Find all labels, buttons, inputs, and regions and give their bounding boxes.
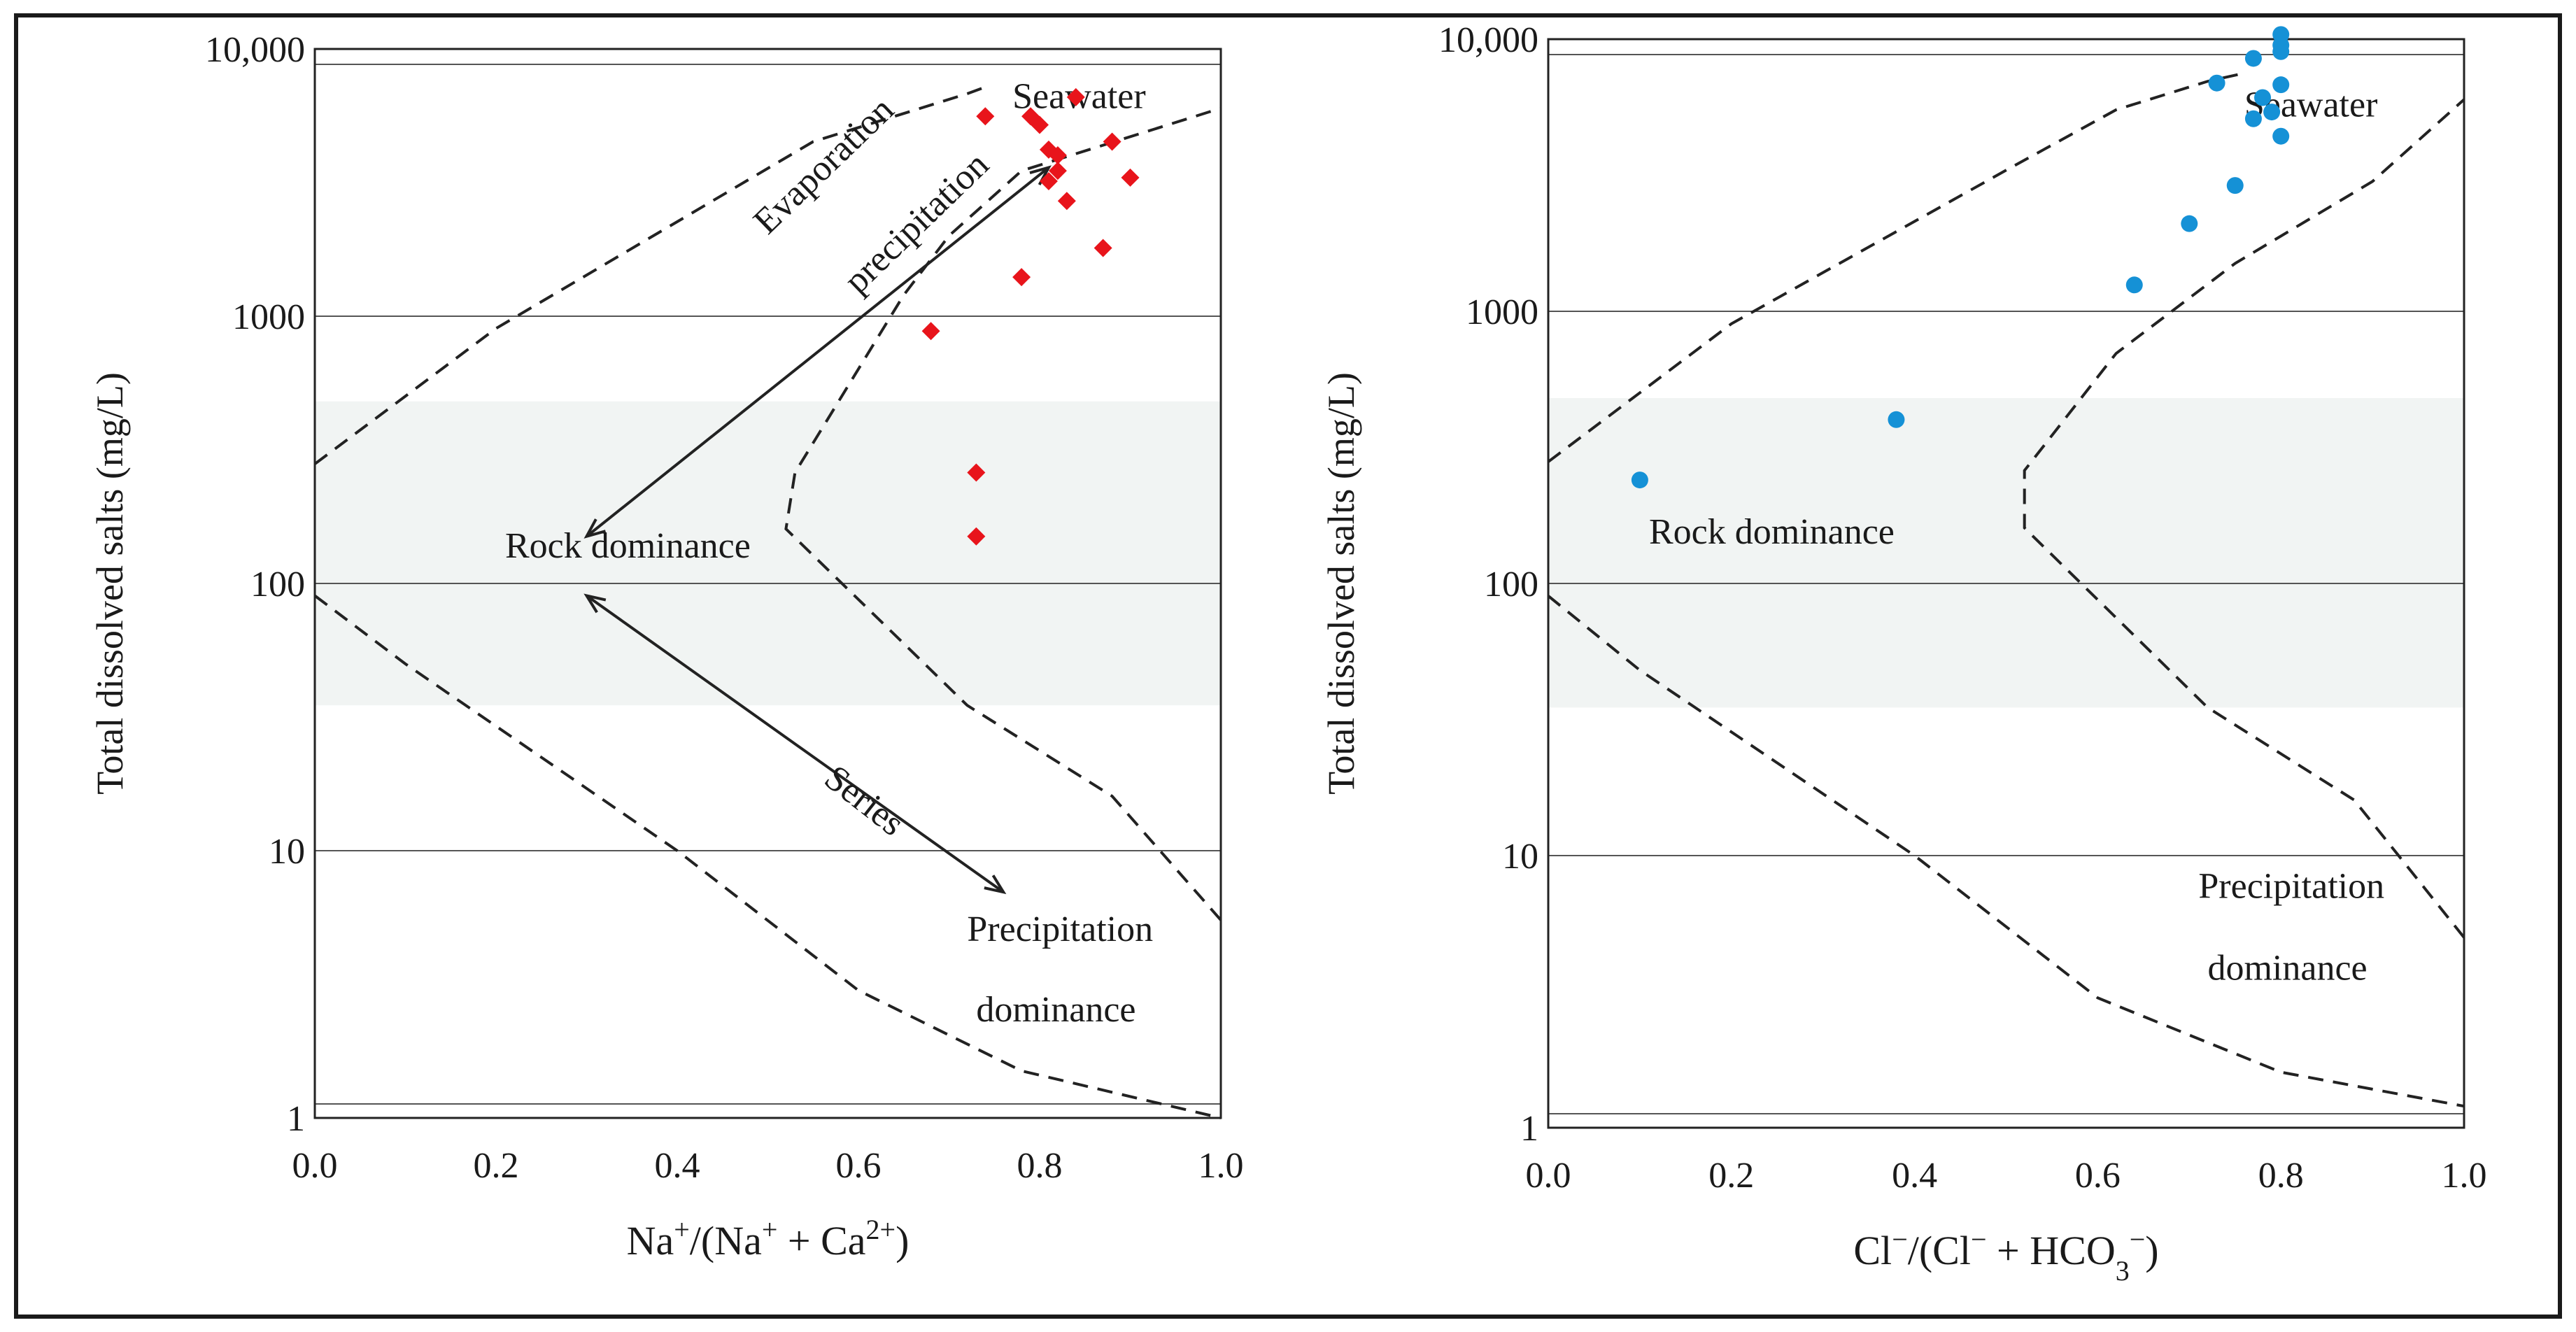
data-point [1031, 115, 1049, 134]
data-point [1012, 268, 1031, 287]
x-axis-label-part: ) [896, 1218, 909, 1263]
x-axis-label-part: + Ca [777, 1218, 865, 1263]
annotation-label: Rock dominance [505, 526, 751, 566]
x-axis-label-part: + [762, 1214, 778, 1245]
data-point [1066, 87, 1085, 106]
x-axis-label-part: − [1971, 1224, 1987, 1255]
x-tick-label: 0.8 [2258, 1156, 2304, 1196]
x-tick-label: 0.2 [474, 1146, 519, 1186]
x-axis-label: Na+/(Na+ + Ca2+) [627, 1214, 910, 1264]
arrowhead [583, 593, 607, 614]
y-tick-label: 1 [1520, 1109, 1538, 1149]
y-tick-label: 10,000 [205, 30, 305, 70]
boundary-right-dashed-line [784, 106, 1222, 921]
data-point [2244, 50, 2262, 67]
data-point [2254, 89, 2272, 106]
boundary-upper-dashed-line [1547, 71, 2245, 463]
x-tick-label: 0.4 [1892, 1156, 1937, 1196]
data-point [1039, 172, 1058, 191]
x-axis-label-part: Na [627, 1218, 674, 1263]
x-tick-label: 1.0 [2442, 1156, 2487, 1196]
data-point [1121, 168, 1140, 187]
arrowhead [984, 874, 1007, 895]
x-tick-label: 0.0 [292, 1146, 338, 1186]
y-tick-label: 1000 [232, 297, 305, 337]
data-point [2181, 215, 2198, 232]
boundary-lower-dashed-line [1547, 595, 2465, 1108]
data-point [1094, 239, 1112, 257]
data-point [1048, 162, 1067, 180]
data-point [1103, 132, 1121, 151]
x-tick-label: 0.2 [1708, 1156, 1754, 1196]
data-point [2272, 76, 2290, 94]
data-point [921, 322, 940, 341]
data-point [1888, 411, 1905, 428]
arrow-line [586, 166, 1050, 538]
data-point [1057, 192, 1076, 211]
y-tick-label: 100 [250, 565, 305, 604]
annotation-label: Precipitation [2198, 866, 2384, 906]
data-point [1631, 472, 1648, 489]
data-point [976, 107, 995, 126]
x-axis-label-part: /(Cl [1908, 1228, 1971, 1273]
arrowhead [583, 518, 606, 539]
annotation-label: Rock dominance [1649, 512, 1895, 552]
data-point [2226, 177, 2244, 194]
x-axis-label-part: − [1892, 1224, 1908, 1255]
plot-area-border [313, 48, 1222, 1119]
x-axis-label-part: Cl [1853, 1228, 1892, 1273]
data-point [2263, 104, 2281, 121]
data-point [2272, 127, 2290, 145]
data-point [1048, 146, 1067, 165]
data-point [967, 527, 986, 546]
annotation-label: Precipitation [967, 909, 1153, 949]
data-point [2125, 276, 2143, 294]
shaded-band [315, 401, 1221, 706]
x-axis-label-part: 3 [2116, 1255, 2130, 1287]
boundary-upper-dashed-line [313, 85, 986, 465]
x-axis-label-part: ) [2145, 1228, 2158, 1273]
x-axis-label-part: 2+ [866, 1214, 896, 1245]
y-tick-label: 10,000 [1438, 20, 1538, 60]
y-tick-label: 1 [287, 1099, 305, 1139]
y-axis-label: Total dissolved salts (mg/L) [1320, 372, 1362, 795]
y-axis-label: Total dissolved salts (mg/L) [89, 372, 131, 795]
annotation-label: dominance [976, 990, 1135, 1030]
annotation-label: dominance [2207, 948, 2367, 988]
data-point [2244, 110, 2262, 127]
x-tick-label: 1.0 [1198, 1146, 1244, 1186]
x-tick-label: 0.8 [1017, 1146, 1063, 1186]
x-axis-label-part: + [674, 1214, 690, 1245]
x-tick-label: 0.6 [836, 1146, 882, 1186]
y-tick-label: 1000 [1466, 292, 1538, 332]
x-axis-label-part: /(Na [690, 1218, 762, 1263]
y-tick-label: 10 [1502, 837, 1538, 877]
x-axis-label: Cl−/(Cl− + HCO3−) [1853, 1224, 2158, 1287]
data-point [967, 463, 986, 482]
arrow-line [586, 594, 1005, 893]
plot-area-border [1547, 38, 2465, 1129]
x-axis-label-part: − [2130, 1224, 2146, 1255]
x-tick-label: 0.4 [655, 1146, 700, 1186]
x-axis-label-part: + HCO [1987, 1228, 2116, 1273]
data-point [2208, 74, 2225, 92]
data-point [2272, 43, 2290, 60]
boundary-lower-dashed-line [313, 594, 1222, 1119]
y-tick-label: 10 [269, 832, 305, 872]
x-tick-label: 0.0 [1526, 1156, 1571, 1196]
boundary-right-dashed-line [2023, 98, 2465, 939]
y-tick-label: 100 [1484, 565, 1538, 604]
shaded-band [1548, 397, 2464, 708]
x-tick-label: 0.6 [2075, 1156, 2121, 1196]
